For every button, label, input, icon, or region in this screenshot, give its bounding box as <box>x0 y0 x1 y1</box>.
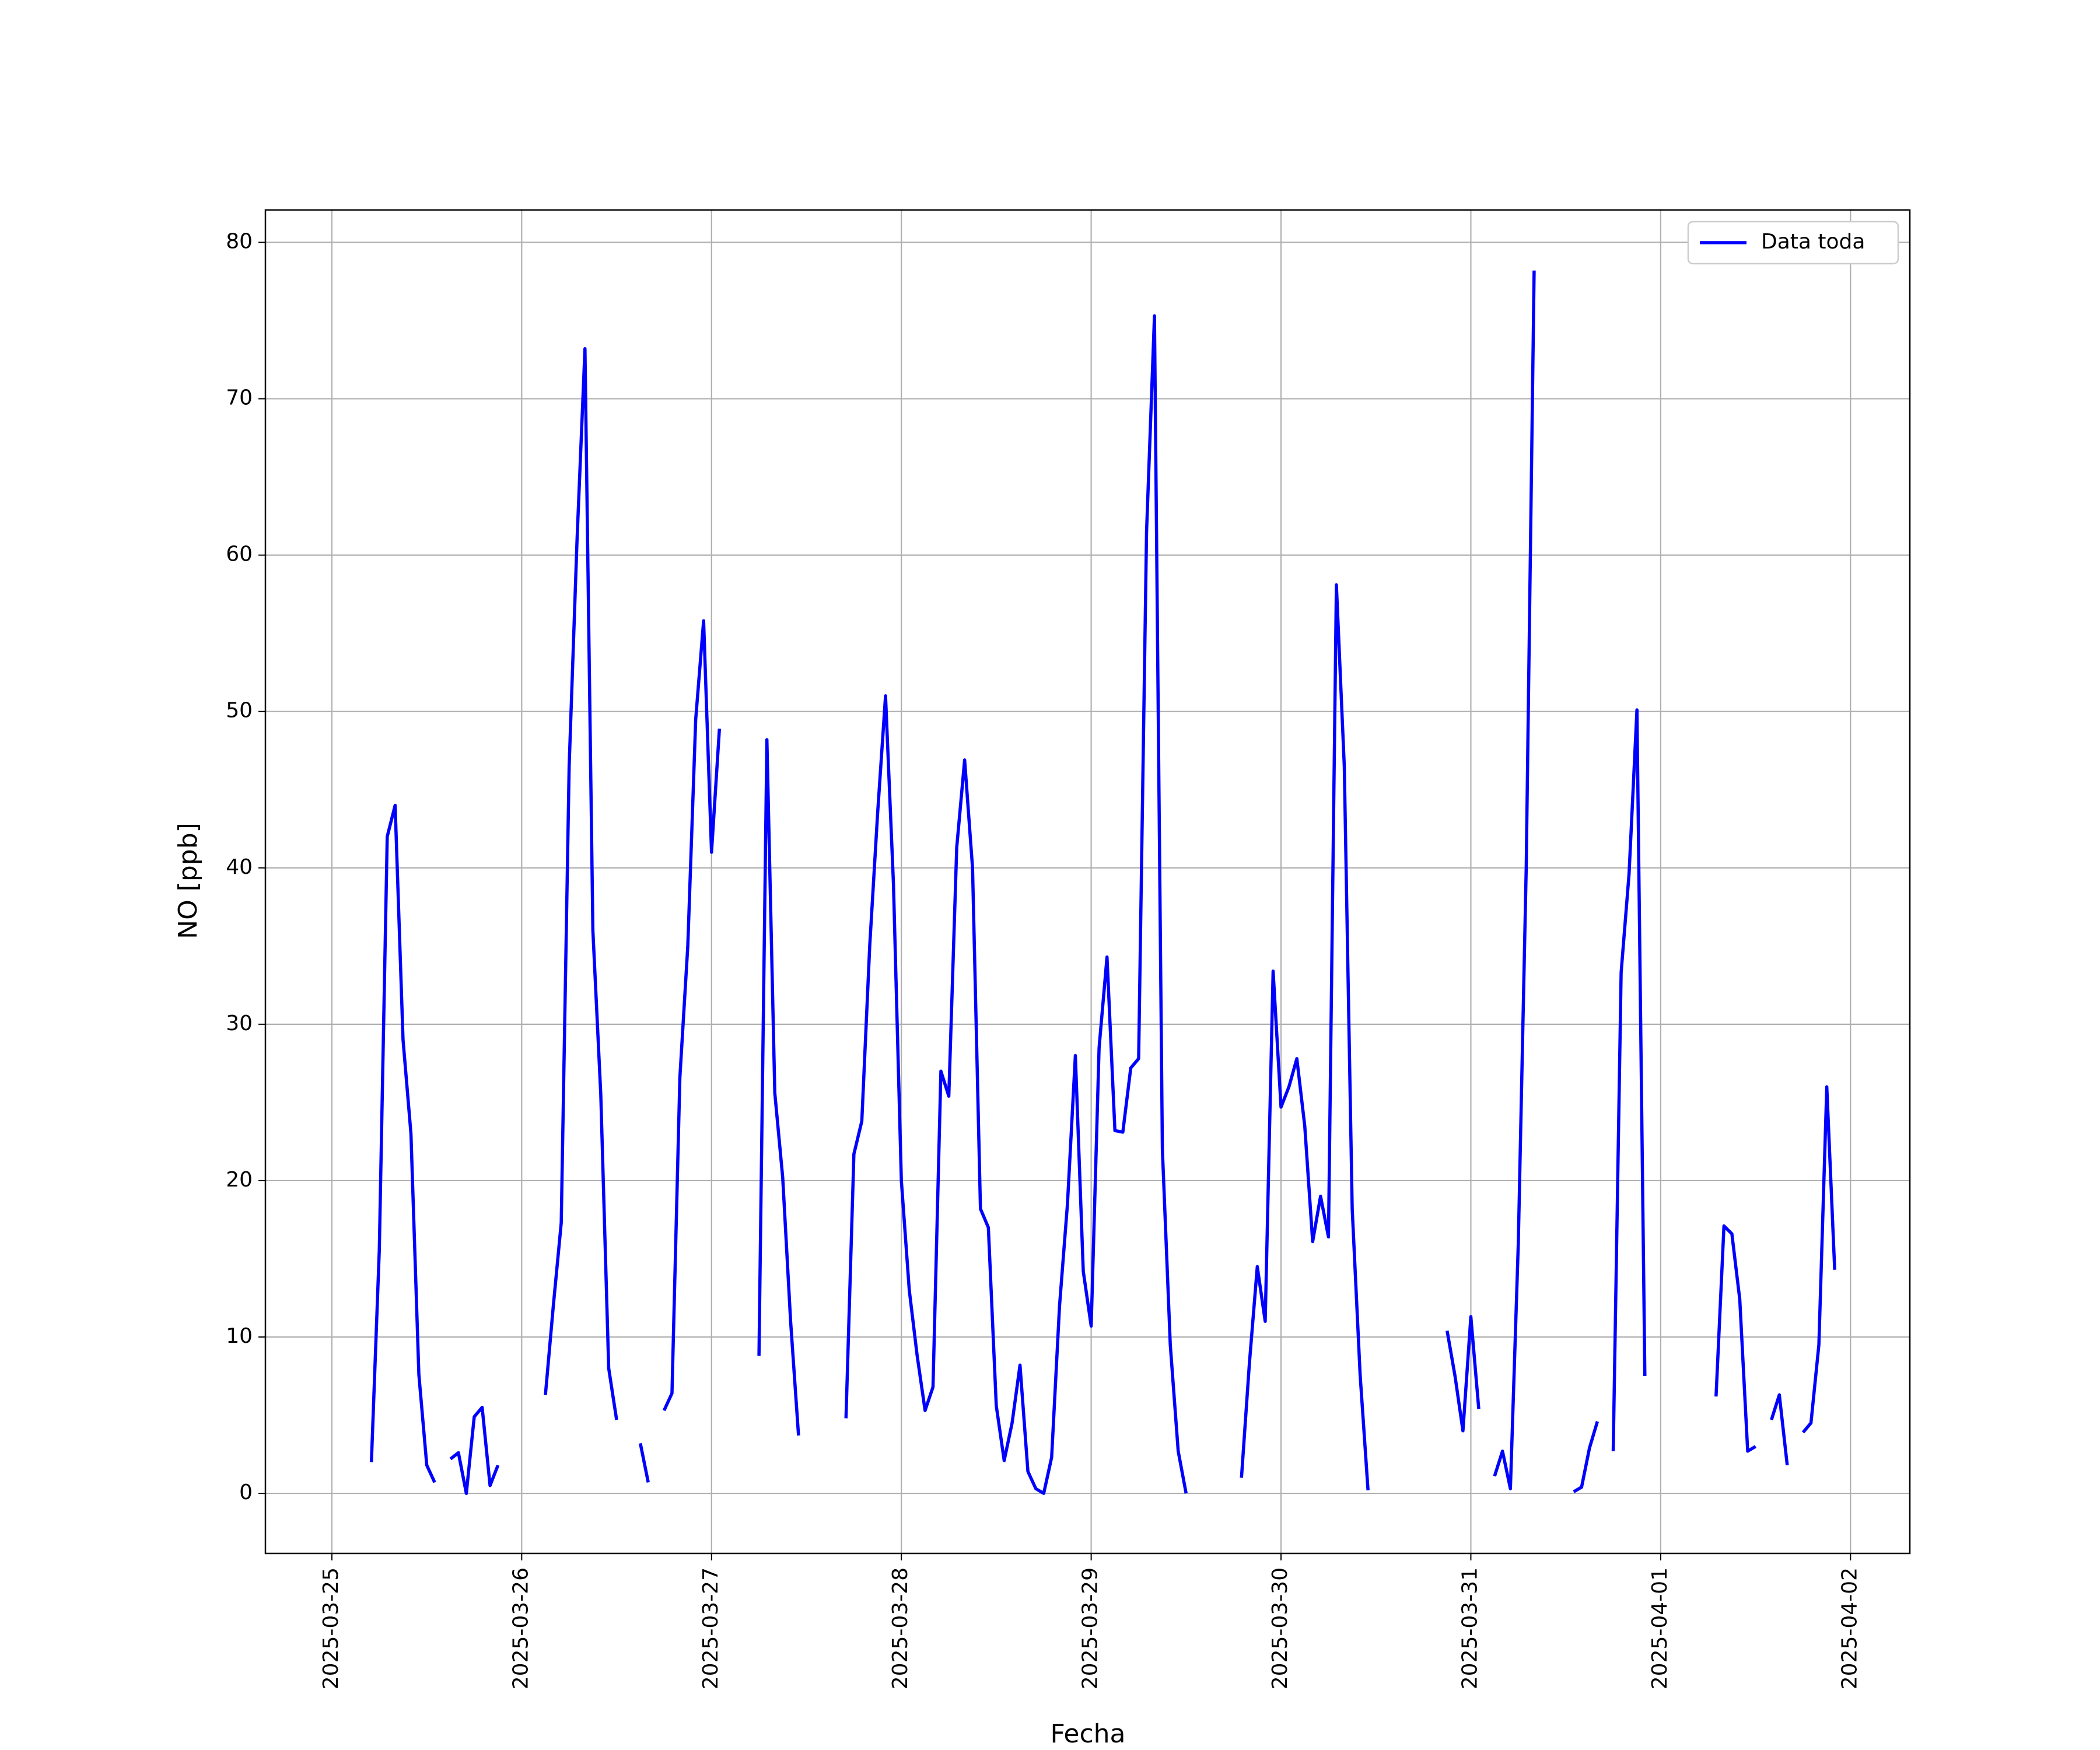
y-tick-label: 70 <box>226 386 253 410</box>
data-line <box>369 270 1836 1495</box>
x-tick-label: 2025-04-01 <box>1648 1567 1672 1689</box>
y-tick-label: 20 <box>226 1168 253 1192</box>
legend-box <box>1687 220 1899 265</box>
y-tick-label: 50 <box>226 699 253 723</box>
x-tick-label: 2025-03-26 <box>509 1567 533 1689</box>
x-axis-label: Fecha <box>1050 1719 1125 1749</box>
x-tick-label: 2025-03-28 <box>888 1567 912 1689</box>
legend-label: Data toda <box>1761 230 1865 254</box>
y-axis-label: NO [ppb] <box>173 822 203 939</box>
y-tick-label: 30 <box>226 1012 253 1035</box>
plot-frame <box>264 209 1911 1555</box>
x-tick-label: 2025-03-27 <box>699 1567 723 1689</box>
x-tick-label: 2025-03-30 <box>1268 1567 1292 1689</box>
legend: Data toda <box>1687 220 1899 265</box>
y-tick-label: 10 <box>226 1324 253 1348</box>
y-tick-label: 60 <box>226 542 253 566</box>
y-tick-label: 40 <box>226 855 253 879</box>
y-tick-label: 80 <box>226 229 253 253</box>
x-tick-label: 2025-04-02 <box>1838 1567 1861 1689</box>
x-tick-label: 2025-03-25 <box>319 1567 343 1689</box>
y-tick-label: 0 <box>239 1480 253 1504</box>
x-tick-label: 2025-03-29 <box>1079 1567 1102 1689</box>
x-tick-label: 2025-03-31 <box>1458 1567 1482 1689</box>
